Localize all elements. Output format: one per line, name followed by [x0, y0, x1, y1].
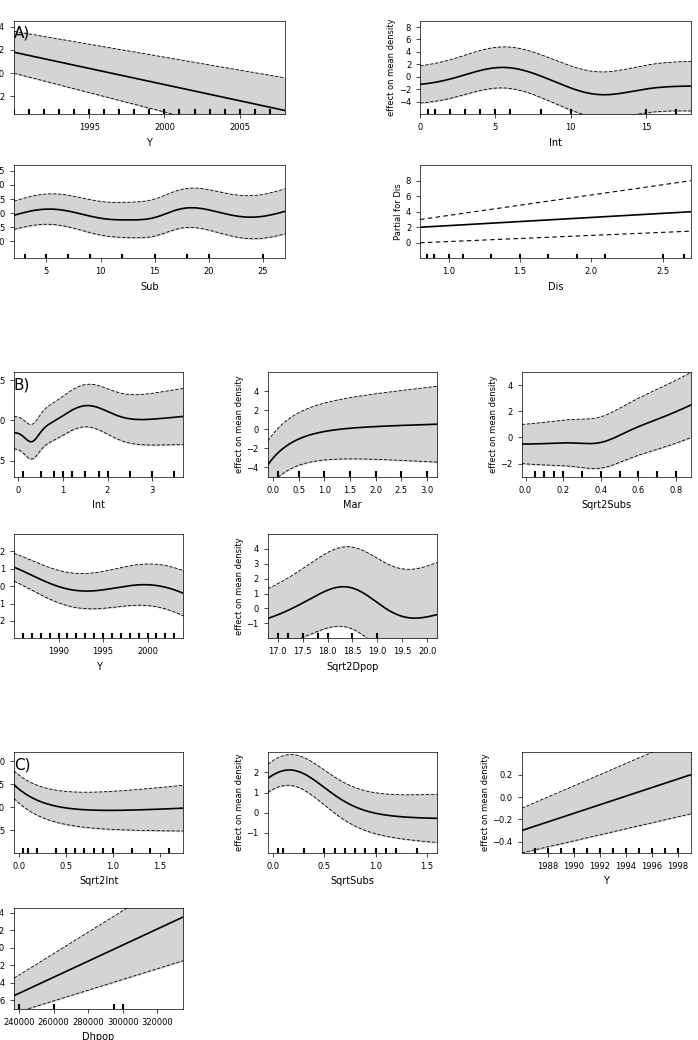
- Y-axis label: effect on mean density: effect on mean density: [481, 754, 490, 852]
- Y-axis label: effect on mean density: effect on mean density: [235, 754, 244, 852]
- X-axis label: Sqrt2Dpop: Sqrt2Dpop: [326, 661, 379, 672]
- X-axis label: Sub: Sub: [140, 282, 158, 292]
- X-axis label: Y: Y: [96, 661, 101, 672]
- X-axis label: Mar: Mar: [343, 500, 362, 511]
- Text: C): C): [14, 757, 31, 773]
- Text: A): A): [14, 26, 30, 41]
- X-axis label: Int: Int: [549, 137, 562, 148]
- X-axis label: Dhpop: Dhpop: [82, 1033, 114, 1040]
- X-axis label: Int: Int: [92, 500, 105, 511]
- X-axis label: Sqrt2Int: Sqrt2Int: [79, 877, 118, 886]
- Y-axis label: effect on mean density: effect on mean density: [387, 19, 396, 116]
- Y-axis label: effect on mean density: effect on mean density: [235, 538, 244, 635]
- X-axis label: Y: Y: [604, 877, 609, 886]
- X-axis label: Y: Y: [147, 137, 152, 148]
- X-axis label: Sqrt2Subs: Sqrt2Subs: [581, 500, 632, 511]
- Y-axis label: effect on mean density: effect on mean density: [489, 375, 498, 473]
- X-axis label: SqrtSubs: SqrtSubs: [331, 877, 374, 886]
- X-axis label: Dis: Dis: [548, 282, 563, 292]
- Y-axis label: effect on mean density: effect on mean density: [235, 375, 244, 473]
- Y-axis label: Partial for Dis: Partial for Dis: [394, 183, 403, 240]
- Text: B): B): [14, 378, 30, 392]
